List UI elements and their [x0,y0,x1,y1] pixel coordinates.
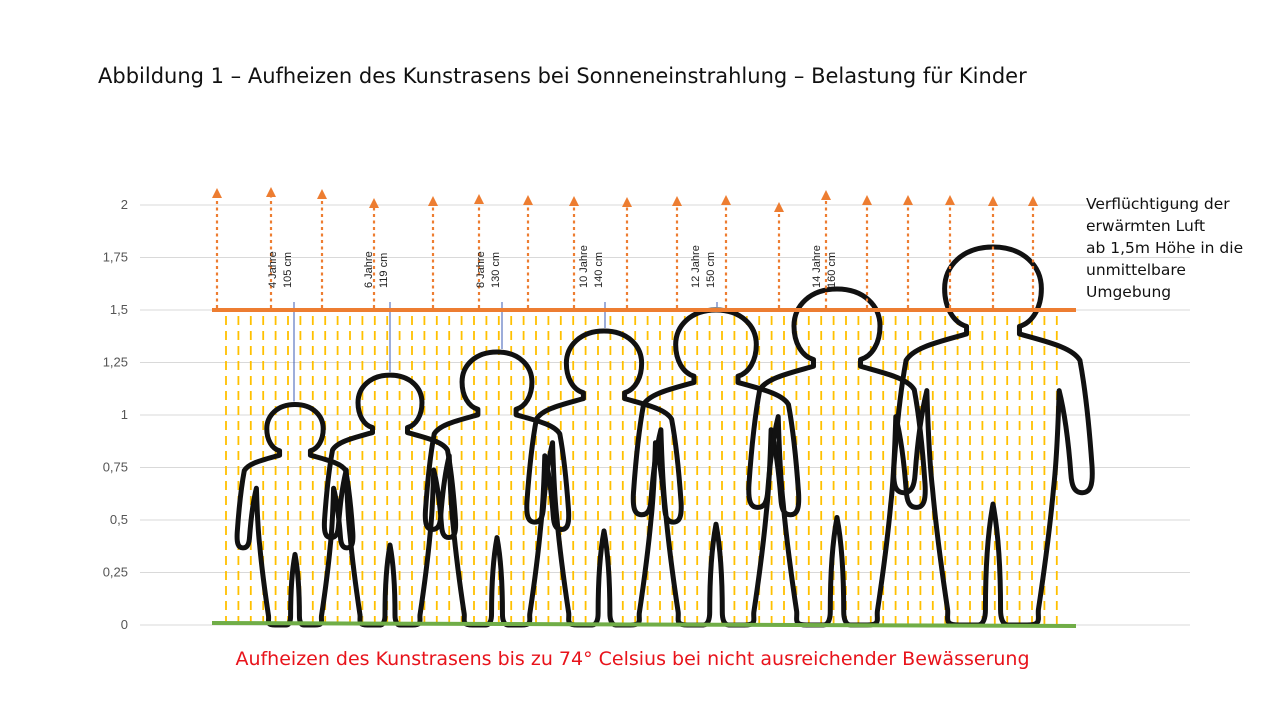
air-arrow-head [428,196,438,206]
child-silhouettes [234,244,1095,628]
note-line: ab 1,5m Höhe in die [1086,239,1244,257]
child-silhouette [321,372,459,628]
air-arrow-head [474,194,484,204]
air-arrow-head [672,196,682,206]
age-label: 4 Jahre [267,251,279,288]
y-tick-label: 1,25 [103,355,128,370]
y-tick-label: 0,75 [103,460,128,475]
age-labels: 4 Jahre 105 cm 6 Jahre 119 cm 8 Jahre 130 cm 1… [267,245,838,402]
evaporation-note: Verflüchtigung der erwärmten Luft ab 1,5… [1086,193,1243,303]
height-label: 140 cm [593,252,605,288]
height-label: 160 cm [826,252,838,288]
y-tick-label: 1,75 [103,250,128,265]
y-tick-label: 0,25 [103,565,128,580]
child-silhouette [746,286,928,628]
y-tick-label: 0,5 [110,512,128,527]
figure-title: Abbildung 1 – Aufheizen des Kunstrasens … [98,64,1027,88]
height-label: 105 cm [282,252,294,288]
air-arrow-head [721,195,731,205]
y-axis: 0 0,25 0,5 0,75 1 1,25 1,5 1,75 2 [103,197,128,632]
note-line: Verflüchtigung der [1086,195,1230,213]
age-label: 8 Jahre [475,251,487,288]
rising-air-arrows [212,187,1038,308]
heat-dashes [225,314,1058,625]
child-silhouette [524,328,684,628]
air-arrow-head [774,202,784,212]
height-label: 150 cm [705,252,717,288]
air-arrow-head [821,190,831,200]
age-label: 12 Jahre [690,245,702,288]
air-arrow-head [212,188,222,198]
child-silhouette [234,401,356,628]
note-line: Umgebung [1086,283,1172,301]
air-arrow-head [569,196,579,206]
air-arrow-head [266,187,276,197]
air-arrow-head [862,195,872,205]
air-arrow-head [523,195,533,205]
air-arrow-head [1028,196,1038,206]
height-label: 119 cm [378,253,390,288]
child-silhouette [891,244,1095,628]
height-label: 130 cm [490,252,502,288]
age-label: 6 Jahre [363,251,375,288]
y-tick-label: 1,5 [110,302,128,317]
child-silhouette [630,307,802,628]
y-tick-label: 2 [121,197,128,212]
air-arrow-head [903,195,913,205]
age-label: 14 Jahre [811,245,823,288]
air-arrow-head [945,195,955,205]
note-line: unmittelbare [1086,261,1186,279]
ground-line [211,621,1077,628]
child-silhouette [422,349,572,628]
air-arrow-head [369,198,379,208]
y-tick-label: 0 [121,617,128,632]
y-tick-label: 1 [121,407,128,422]
age-label: 10 Jahre [578,245,590,288]
air-arrow-head [622,197,632,207]
air-arrow-head [317,189,327,199]
note-line: erwärmten Luft [1086,217,1206,235]
air-arrow-head [988,196,998,206]
figure-caption: Aufheizen des Kunstrasens bis zu 74° Cel… [235,648,1030,670]
